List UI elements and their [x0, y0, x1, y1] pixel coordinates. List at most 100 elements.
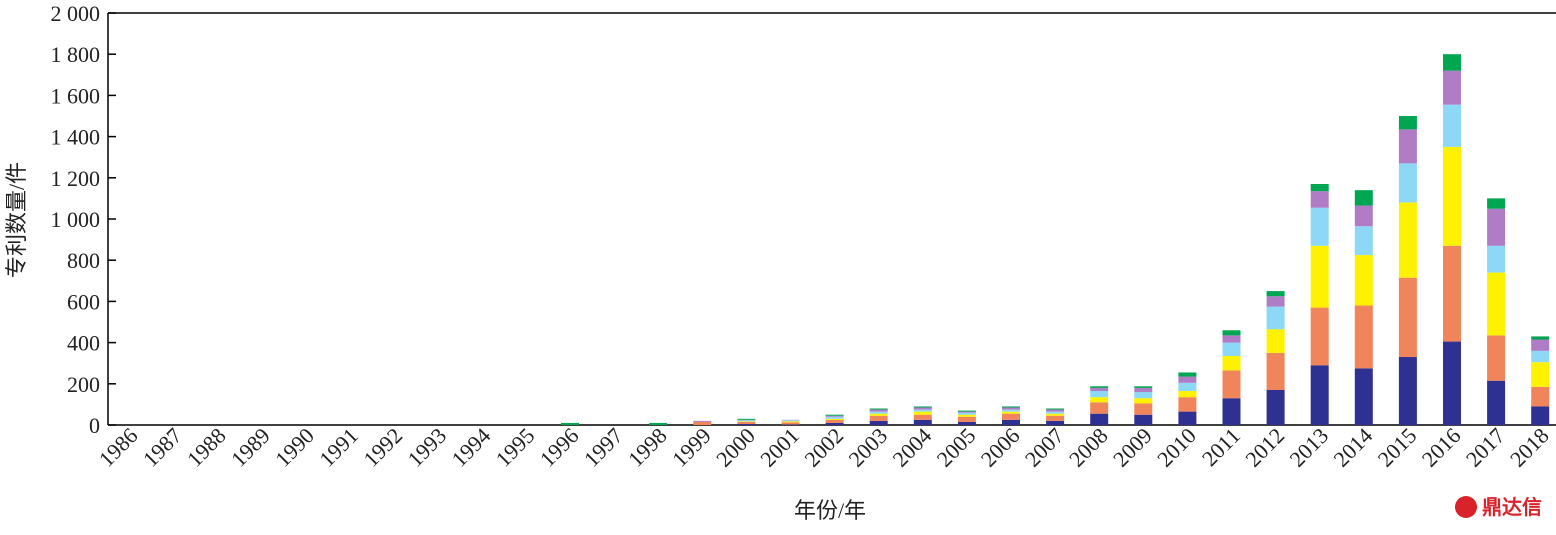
bar-segment: [1090, 388, 1108, 391]
bar-segment: [693, 421, 711, 422]
bar-segment: [870, 410, 888, 412]
x-tick-label: 1995: [491, 423, 540, 472]
bar-segment: [693, 422, 711, 425]
bar-segment: [1002, 410, 1020, 412]
bar-segment: [1090, 414, 1108, 425]
bar-segment: [782, 421, 800, 422]
x-tick-label: 2016: [1417, 423, 1466, 472]
bar-segment: [1046, 409, 1064, 410]
y-tick-label: 600: [67, 289, 100, 314]
y-tick-label: 2 000: [51, 1, 101, 26]
bar-segment: [782, 422, 800, 424]
x-tick-label: 1997: [579, 423, 628, 472]
x-tick-label: 2009: [1108, 423, 1157, 472]
bar-segment: [870, 414, 888, 416]
bar-segment: [1355, 226, 1373, 255]
x-tick-label: 2002: [799, 423, 848, 472]
bar-segment: [1355, 206, 1373, 227]
bar-segment: [782, 420, 800, 421]
bar-segment: [1223, 370, 1241, 398]
bar-segment: [1046, 416, 1064, 421]
bar-segment: [1002, 420, 1020, 425]
bar-segment: [561, 423, 579, 425]
x-tick-label: 2000: [711, 423, 760, 472]
x-tick-label: 1991: [314, 423, 363, 472]
bar-segment: [958, 415, 976, 417]
bar-segment: [1531, 387, 1549, 407]
bar-segment: [1223, 335, 1241, 342]
bar-segment: [782, 424, 800, 425]
bar-segment: [1223, 343, 1241, 356]
watermark-icon: [1455, 496, 1477, 518]
bar-segment: [1178, 377, 1196, 383]
bar-segment: [1531, 336, 1549, 339]
x-tick-label: 2004: [888, 423, 937, 472]
x-tick-label: 2012: [1240, 423, 1289, 472]
bar-segment: [737, 419, 755, 420]
bar-segment: [914, 410, 932, 412]
bar-segment: [1487, 273, 1505, 336]
bar-segment: [649, 423, 667, 425]
bar-segment: [1531, 362, 1549, 387]
bar-segment: [1002, 414, 1020, 420]
bar-segment: [1046, 410, 1064, 412]
bar-segment: [1267, 390, 1285, 425]
bar-segment: [1399, 163, 1417, 202]
bar-segment: [914, 412, 932, 415]
bar-segment: [1223, 398, 1241, 425]
bar-segment: [826, 419, 844, 420]
x-tick-label: 2010: [1152, 423, 1201, 472]
bar-segment: [1531, 340, 1549, 351]
y-tick-label: 1 400: [51, 125, 101, 150]
bar-segment: [1046, 414, 1064, 416]
bar-segment: [1223, 356, 1241, 370]
bar-segment: [1487, 209, 1505, 246]
bar-segment: [826, 417, 844, 419]
bar-segment: [1090, 402, 1108, 413]
bar-segment: [1311, 184, 1329, 191]
x-axis-label: 年份/年: [794, 498, 866, 523]
bar-segment: [1134, 388, 1152, 392]
bar-segment: [914, 420, 932, 425]
bar-segment: [1002, 407, 1020, 409]
bar-segment: [1443, 147, 1461, 246]
y-tick-label: 200: [67, 372, 100, 397]
bar-segment: [1178, 372, 1196, 376]
bar-segment: [1267, 291, 1285, 296]
bar-segment: [1267, 296, 1285, 306]
bar-segment: [914, 407, 932, 409]
y-tick-label: 800: [67, 248, 100, 273]
bar-segment: [1311, 191, 1329, 207]
x-tick-label: 1992: [358, 423, 407, 472]
bar-segment: [870, 421, 888, 425]
bar-segment: [1223, 330, 1241, 335]
bar-segment: [1134, 415, 1152, 425]
x-tick-label: 1996: [535, 423, 584, 472]
bar-segment: [1355, 255, 1373, 305]
x-tick-label: 2011: [1197, 423, 1245, 471]
x-tick-label: 1990: [270, 423, 319, 472]
bar-segment: [826, 415, 844, 416]
bar-segment: [958, 411, 976, 412]
bar-segment: [737, 422, 755, 424]
bar-segment: [1002, 406, 1020, 407]
bar-segment: [1531, 406, 1549, 425]
bar-segment: [1355, 368, 1373, 425]
bar-segment: [1311, 308, 1329, 366]
bar-segment: [958, 422, 976, 425]
x-tick-label: 2001: [755, 423, 804, 472]
y-tick-label: 1 200: [51, 166, 101, 191]
bar-segment: [1311, 365, 1329, 425]
y-tick-label: 1 000: [51, 207, 101, 232]
x-tick-label: 2008: [1064, 423, 1113, 472]
bar-segment: [1090, 391, 1108, 397]
bar-segment: [958, 412, 976, 413]
bar-segment: [1443, 342, 1461, 425]
bar-segment: [1531, 351, 1549, 362]
bar-segment: [870, 416, 888, 421]
x-tick-label: 2005: [932, 423, 981, 472]
x-tick-label: 1998: [623, 423, 672, 472]
bar-segment: [1046, 421, 1064, 425]
x-tick-label: 2003: [843, 423, 892, 472]
